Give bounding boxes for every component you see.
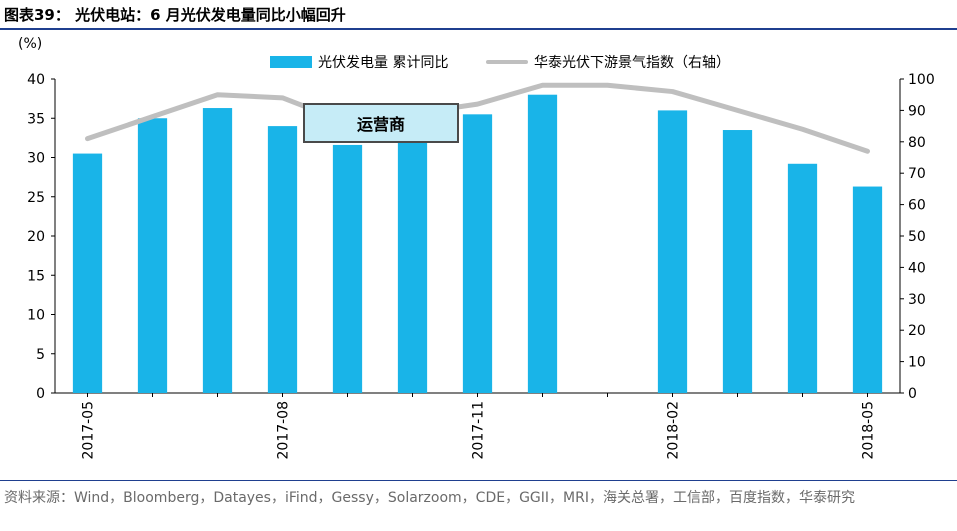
title-divider	[0, 28, 957, 30]
legend-bar-entry: 光伏发电量 累计同比	[270, 52, 448, 72]
y-right-tick-label: 90	[908, 103, 926, 119]
legend-bar-label: 光伏发电量 累计同比	[318, 55, 449, 71]
left-axis-unit: (%)	[18, 36, 43, 52]
figure-title: 图表39： 光伏电站：6 月光伏发电量同比小幅回升	[4, 6, 346, 24]
y-left-tick-label: 40	[27, 72, 45, 88]
bar	[657, 110, 688, 394]
y-left-tick-label: 0	[36, 386, 45, 402]
y-right-tick-label: 50	[908, 229, 926, 245]
bar	[722, 130, 753, 393]
y-left-tick-label: 10	[27, 308, 45, 324]
bar	[202, 108, 233, 394]
series-line	[85, 82, 870, 154]
legend-bar-swatch	[270, 56, 312, 68]
footer-divider	[0, 480, 957, 481]
bar	[462, 114, 493, 393]
y-right-tick-label: 100	[908, 72, 935, 88]
y-right-tick-label: 10	[908, 355, 926, 371]
x-tick-label: 2017-11	[471, 401, 487, 460]
bar	[527, 94, 558, 393]
y-left-tick-label: 5	[36, 347, 45, 363]
y-right-tick-label: 70	[908, 166, 926, 182]
bar	[137, 118, 168, 393]
bar	[787, 163, 818, 393]
y-right-tick-label: 30	[908, 292, 926, 308]
bar	[332, 144, 363, 393]
legend-line-swatch	[486, 60, 528, 64]
x-tick-label: 2018-02	[666, 401, 682, 460]
y-left-tick-label: 15	[27, 268, 45, 284]
legend-line-entry: 华泰光伏下游景气指数（右轴）	[486, 52, 730, 72]
annotation-box: 运营商	[303, 103, 459, 143]
x-tick-label: 2017-08	[276, 401, 292, 460]
y-right-tick-label: 80	[908, 135, 926, 151]
bar	[72, 153, 103, 393]
y-left-tick-label: 25	[27, 190, 45, 206]
source-note: 资料来源：Wind，Bloomberg，Datayes，iFind，Gessy，…	[4, 490, 855, 506]
x-tick-label: 2018-05	[861, 401, 877, 460]
legend-line-label: 华泰光伏下游景气指数（右轴）	[534, 55, 730, 71]
y-left-tick-label: 35	[27, 111, 45, 127]
bar	[267, 126, 298, 393]
x-tick-label: 2017-05	[81, 401, 97, 460]
y-right-tick-label: 60	[908, 198, 926, 214]
bar	[852, 186, 883, 393]
bar	[397, 125, 428, 393]
y-left-tick-label: 30	[27, 151, 45, 167]
y-left-tick-label: 20	[27, 229, 45, 245]
y-right-tick-label: 20	[908, 323, 926, 339]
y-right-tick-label: 0	[908, 386, 917, 402]
y-right-tick-label: 40	[908, 260, 926, 276]
